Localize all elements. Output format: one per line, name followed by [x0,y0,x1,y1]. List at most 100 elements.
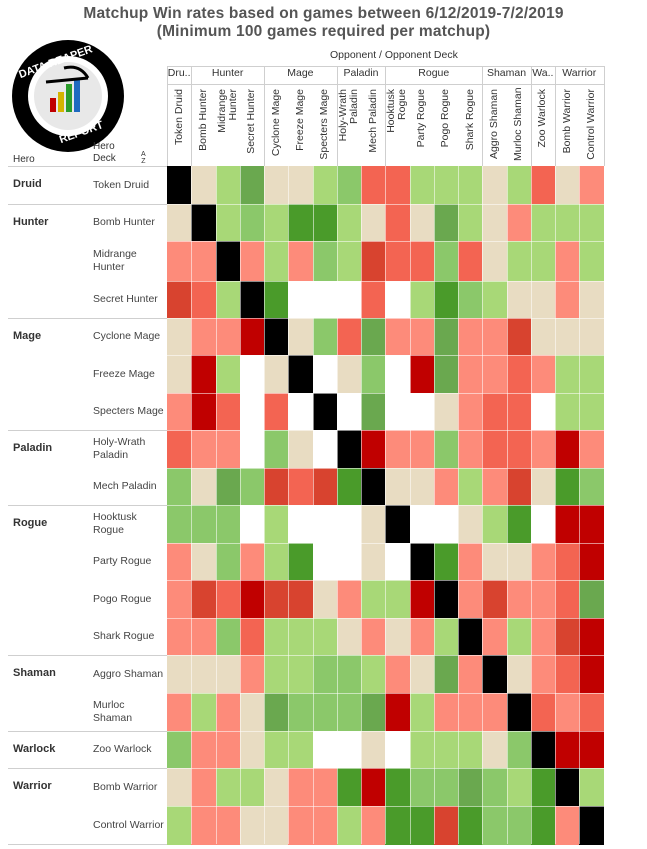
heatmap-cell [288,580,313,619]
group-separator [191,66,193,166]
row-group-separator [8,166,167,167]
heatmap-cell [264,318,289,356]
heatmap-cell [312,806,338,845]
heatmap-cell [191,204,216,242]
heatmap-cell [506,655,532,694]
heatmap-cell [191,693,216,732]
heatmap-cell [215,768,241,807]
column-deck-label: Zoo Warlock [536,89,549,148]
heatmap-cell [312,281,338,319]
heatmap-cell [433,241,459,282]
heatmap-cell [482,281,507,319]
heatmap-cell [215,204,241,242]
heatmap-cell [409,693,435,732]
heatmap-cell [433,768,459,807]
heatmap-cell [482,166,507,205]
heatmap-cell [191,618,216,656]
row-deck-label: Zoo Warlock [93,743,152,755]
heatmap-cell [530,468,556,506]
heatmap-cell [336,166,362,205]
column-deck-label: Pogo Rogue [439,89,452,148]
heatmap-cell [239,430,265,469]
heatmap-cell [312,430,338,469]
heatmap-cell [409,768,435,807]
heatmap-cell [482,468,507,506]
row-deck-label: Freeze Mage [93,367,155,380]
heatmap-cell [579,204,604,242]
heatmap-cell [215,505,241,544]
row-group-separator [8,731,167,732]
heatmap-cell [215,693,241,732]
heatmap-cell [264,543,289,581]
heatmap-cell [555,355,580,394]
heatmap-cell [530,241,556,282]
heatmap-cell [361,580,386,619]
heatmap-cell [361,618,386,656]
heatmap-cell [530,580,556,619]
heatmap-cell [288,204,313,242]
heatmap-cell [530,430,556,469]
heatmap-cell [312,393,338,431]
column-deck-label: Token Druid [172,89,185,146]
heatmap-cell [239,618,265,656]
column-hero-group: Rogue [418,67,450,79]
heatmap-cell [215,355,241,394]
heatmap-cell [458,204,483,242]
heatmap-cell [385,768,410,807]
heatmap-cell [215,430,241,469]
cell-separator [167,393,604,394]
header-rule [167,84,604,85]
heatmap-cell [288,806,313,845]
row-deck-label: Shark Rogue [93,630,155,642]
group-separator [530,66,532,166]
columns-axis-title: Opponent / Opponent Deck [330,49,458,61]
column-hero-group: Shaman [486,67,527,79]
heatmap-cell [409,355,435,394]
hero-header: Hero [13,154,35,165]
heatmap-cell [312,204,338,242]
heatmap-cell [215,543,241,581]
heatmap-cell [530,204,556,242]
heatmap-cell [579,430,604,469]
row-hero-label: Paladin [13,442,53,454]
heatmap-cell [385,393,410,431]
heatmap-cell [458,806,483,845]
heatmap-cell [409,505,435,544]
cell-separator [167,806,604,807]
column-hero-group: Wa.. [532,67,554,79]
heatmap-cell [409,468,435,506]
heatmap-cell [361,468,386,506]
heatmap-cell [191,355,216,394]
heatmap-cell [312,655,338,694]
heatmap-cell [361,693,386,732]
cell-separator [167,318,604,319]
heatmap-cell [336,731,362,769]
column-deck-label: Cyclone Mage [269,89,282,157]
heatmap-cell [433,618,459,656]
heatmap-cell [506,618,532,656]
heatmap-cell [361,281,386,319]
heatmap-cell [264,505,289,544]
column-deck-label: Murloc Shaman [512,87,525,161]
group-separator [385,66,387,166]
heatmap-cell [167,618,192,656]
heatmap-cell [312,241,338,282]
heatmap-cell [312,768,338,807]
heatmap-cell [167,355,192,394]
row-hero-label: Warlock [13,743,56,755]
heatmap-cell [191,731,216,769]
heatmap-cell [482,618,507,656]
heatmap-cell [215,241,241,282]
row-deck-label: Holy-Wrath Paladin [93,436,146,461]
heatmap-cell [579,241,604,282]
heatmap-cell [336,693,362,732]
row-hero-label: Hunter [13,216,49,228]
row-deck-label: Murloc Shaman [93,699,133,724]
heatmap-cell [288,543,313,581]
row-group-separator [8,505,167,506]
heatmap-cell [385,241,410,282]
group-separator [167,66,168,166]
column-deck-label: Midrange Hunter [215,89,239,133]
row-deck-label: Hooktusk Rogue [93,511,137,536]
